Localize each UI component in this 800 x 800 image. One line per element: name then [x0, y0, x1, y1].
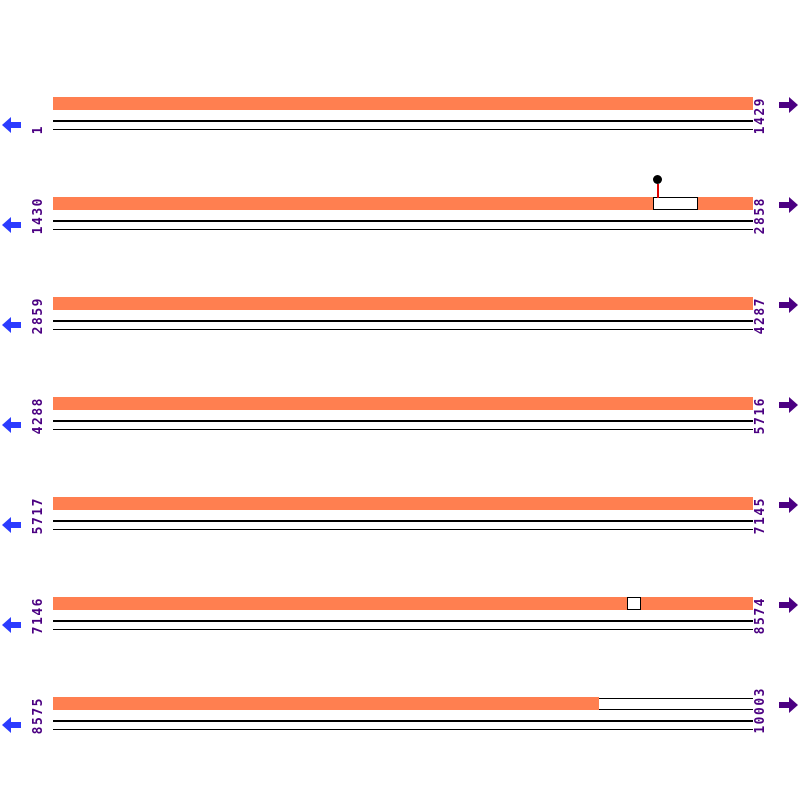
frame-line [53, 220, 753, 222]
frame-line [53, 328, 753, 330]
right-arrow-icon[interactable] [779, 397, 798, 413]
left-arrow-icon[interactable] [2, 417, 21, 433]
left-arrow-icon[interactable] [2, 217, 21, 233]
row-start-label: 1430 [31, 196, 46, 234]
right-arrow-icon[interactable] [779, 297, 798, 313]
sequence-row: 2859 4287 [0, 297, 800, 337]
right-arrow-icon[interactable] [779, 97, 798, 113]
row-end-label: 7145 [753, 496, 768, 534]
row-start-label: 7146 [31, 596, 46, 634]
sequence-bar [53, 697, 599, 710]
row-start-label: 2859 [31, 296, 46, 334]
sequence-row: 7146 8574 [0, 597, 800, 637]
frame-line [53, 528, 753, 530]
feature-gap [653, 197, 698, 210]
right-arrow-icon[interactable] [779, 597, 798, 613]
frame-line [53, 720, 753, 722]
right-arrow-icon[interactable] [779, 197, 798, 213]
frame-line [53, 728, 753, 730]
sequence-bar [53, 597, 753, 610]
feature-marker-stem [657, 184, 659, 198]
row-start-label: 4288 [31, 396, 46, 434]
sequence-bar [53, 97, 753, 110]
row-end-label: 4287 [753, 296, 768, 334]
right-arrow-icon[interactable] [779, 497, 798, 513]
left-arrow-icon[interactable] [2, 617, 21, 633]
frame-line [53, 620, 753, 622]
sequence-row: 4288 5716 [0, 397, 800, 437]
frame-line [53, 628, 753, 630]
frame-line [53, 228, 753, 230]
row-end-label: 10003 [753, 687, 768, 734]
frame-line [53, 428, 753, 430]
row-end-label: 2858 [753, 196, 768, 234]
left-arrow-icon[interactable] [2, 717, 21, 733]
sequence-bar [53, 197, 753, 210]
frame-line [53, 120, 753, 122]
row-end-label: 1429 [753, 96, 768, 134]
frame-line [53, 420, 753, 422]
sequence-row: 5717 7145 [0, 497, 800, 537]
row-end-label: 8574 [753, 596, 768, 634]
row-start-label: 5717 [31, 496, 46, 534]
sequence-row: 1 1429 [0, 97, 800, 137]
feature-gap [627, 597, 641, 610]
right-arrow-icon[interactable] [779, 697, 798, 713]
sequence-bar [53, 397, 753, 410]
left-arrow-icon[interactable] [2, 117, 21, 133]
left-arrow-icon[interactable] [2, 317, 21, 333]
feature-marker-dot [653, 175, 662, 184]
empty-track-line [599, 708, 753, 710]
row-start-label: 1 [31, 124, 46, 134]
row-start-label: 8575 [31, 696, 46, 734]
row-end-label: 5716 [753, 396, 768, 434]
sequence-row: 8575 10003 [0, 687, 800, 737]
frame-line [53, 128, 753, 130]
sequence-bar [53, 297, 753, 310]
sequence-bar [53, 497, 753, 510]
left-arrow-icon[interactable] [2, 517, 21, 533]
empty-track-line [599, 698, 753, 700]
frame-line [53, 320, 753, 322]
frame-line [53, 520, 753, 522]
sequence-row: 1430 2858 [0, 175, 800, 237]
